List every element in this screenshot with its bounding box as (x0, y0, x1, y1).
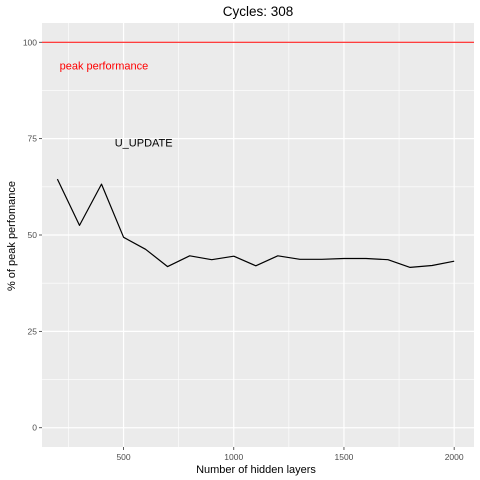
annotation-label: peak performance (60, 60, 149, 72)
x-tick-label: 1000 (224, 452, 243, 462)
x-tick-label: 1500 (334, 452, 353, 462)
tick-labels: 500 1000 1500 2000 0 25 50 75 100 (23, 37, 464, 462)
y-tick-label: 75 (28, 134, 38, 144)
y-tick-label: 100 (23, 37, 37, 47)
y-tick-label: 50 (28, 230, 38, 240)
annotation-label: U_UPDATE (115, 137, 173, 149)
annotations: peak performance U_UPDATE (60, 60, 173, 149)
y-tick-label: 0 (32, 423, 37, 433)
x-tick-label: 500 (116, 452, 130, 462)
major-gridlines (42, 23, 474, 447)
series-line (56, 178, 455, 268)
y-tick-label: 25 (28, 326, 38, 336)
chart-title: Cycles: 308 (223, 4, 294, 19)
y-axis-title: % of peak perfomance (6, 181, 18, 291)
x-axis-title: Number of hidden layers (196, 464, 316, 476)
axis-ticks (39, 41, 455, 450)
x-tick-label: 2000 (445, 452, 464, 462)
